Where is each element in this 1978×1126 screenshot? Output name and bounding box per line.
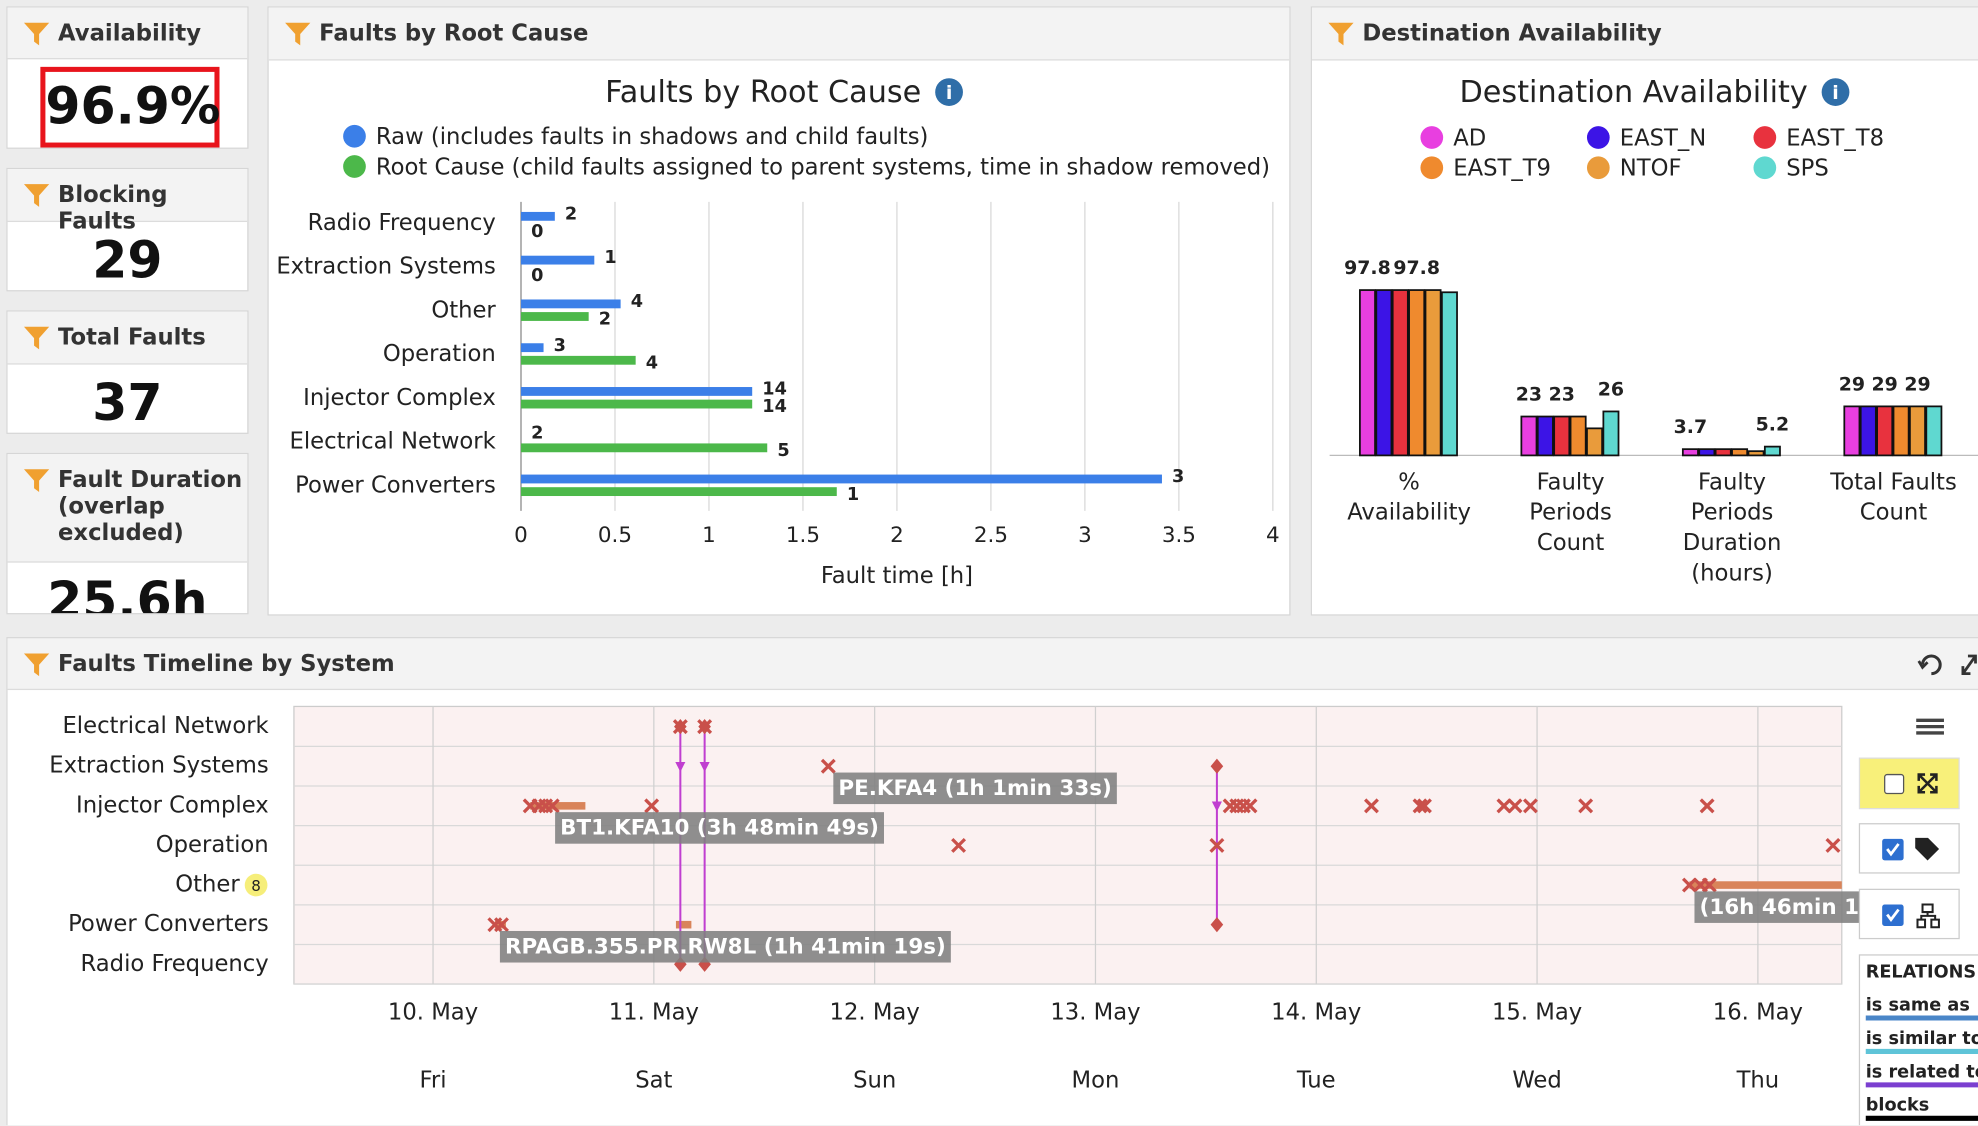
panel-header: Faults Timeline by System xyxy=(7,638,1978,691)
panel: Destination Availability xyxy=(1310,6,1978,616)
panel-title: Faults Timeline by System xyxy=(58,650,395,678)
panel: Faults Timeline by System xyxy=(6,637,1978,1126)
panel: Total Faults 37 xyxy=(6,310,249,434)
kpi-value: 29 xyxy=(92,232,163,291)
panel-title: Fault Duration (overlap excluded) xyxy=(58,466,243,547)
panel-title: Destination Availability xyxy=(1362,20,1662,47)
panel: Availability 96.9% xyxy=(6,6,249,149)
panel: Blocking Faults 29 xyxy=(6,167,249,292)
panel: Fault Duration (overlap excluded) 25.6h xyxy=(6,452,249,615)
panel-header: Faults by Root Cause xyxy=(268,7,1290,61)
filter-icon[interactable] xyxy=(23,467,51,495)
panel-title: Blocking Faults xyxy=(58,181,168,235)
kpi-value: 25.6h xyxy=(47,572,208,615)
panel: Faults by Root Cause xyxy=(267,6,1291,616)
panel-title: Total Faults xyxy=(58,324,206,351)
panel-title: Faults by Root Cause xyxy=(319,20,589,47)
filter-icon[interactable] xyxy=(23,20,51,48)
panel-header: Total Faults xyxy=(7,311,248,365)
filter-icon[interactable] xyxy=(23,324,51,352)
panel-title: Availability xyxy=(58,20,202,47)
panel-header: Fault Duration (overlap excluded) xyxy=(7,454,248,563)
filter-icon[interactable] xyxy=(1327,20,1355,48)
header-tools[interactable] xyxy=(1917,651,1978,679)
filter-icon[interactable] xyxy=(23,651,51,679)
kpi-value: 37 xyxy=(92,374,163,433)
panel-header: Destination Availability xyxy=(1311,7,1978,61)
kpi-value: 96.9% xyxy=(40,66,220,148)
panel-header: Blocking Faults xyxy=(7,169,248,235)
panel-header: Availability xyxy=(7,7,248,60)
filter-icon[interactable] xyxy=(284,20,312,48)
filter-icon[interactable] xyxy=(23,182,51,210)
